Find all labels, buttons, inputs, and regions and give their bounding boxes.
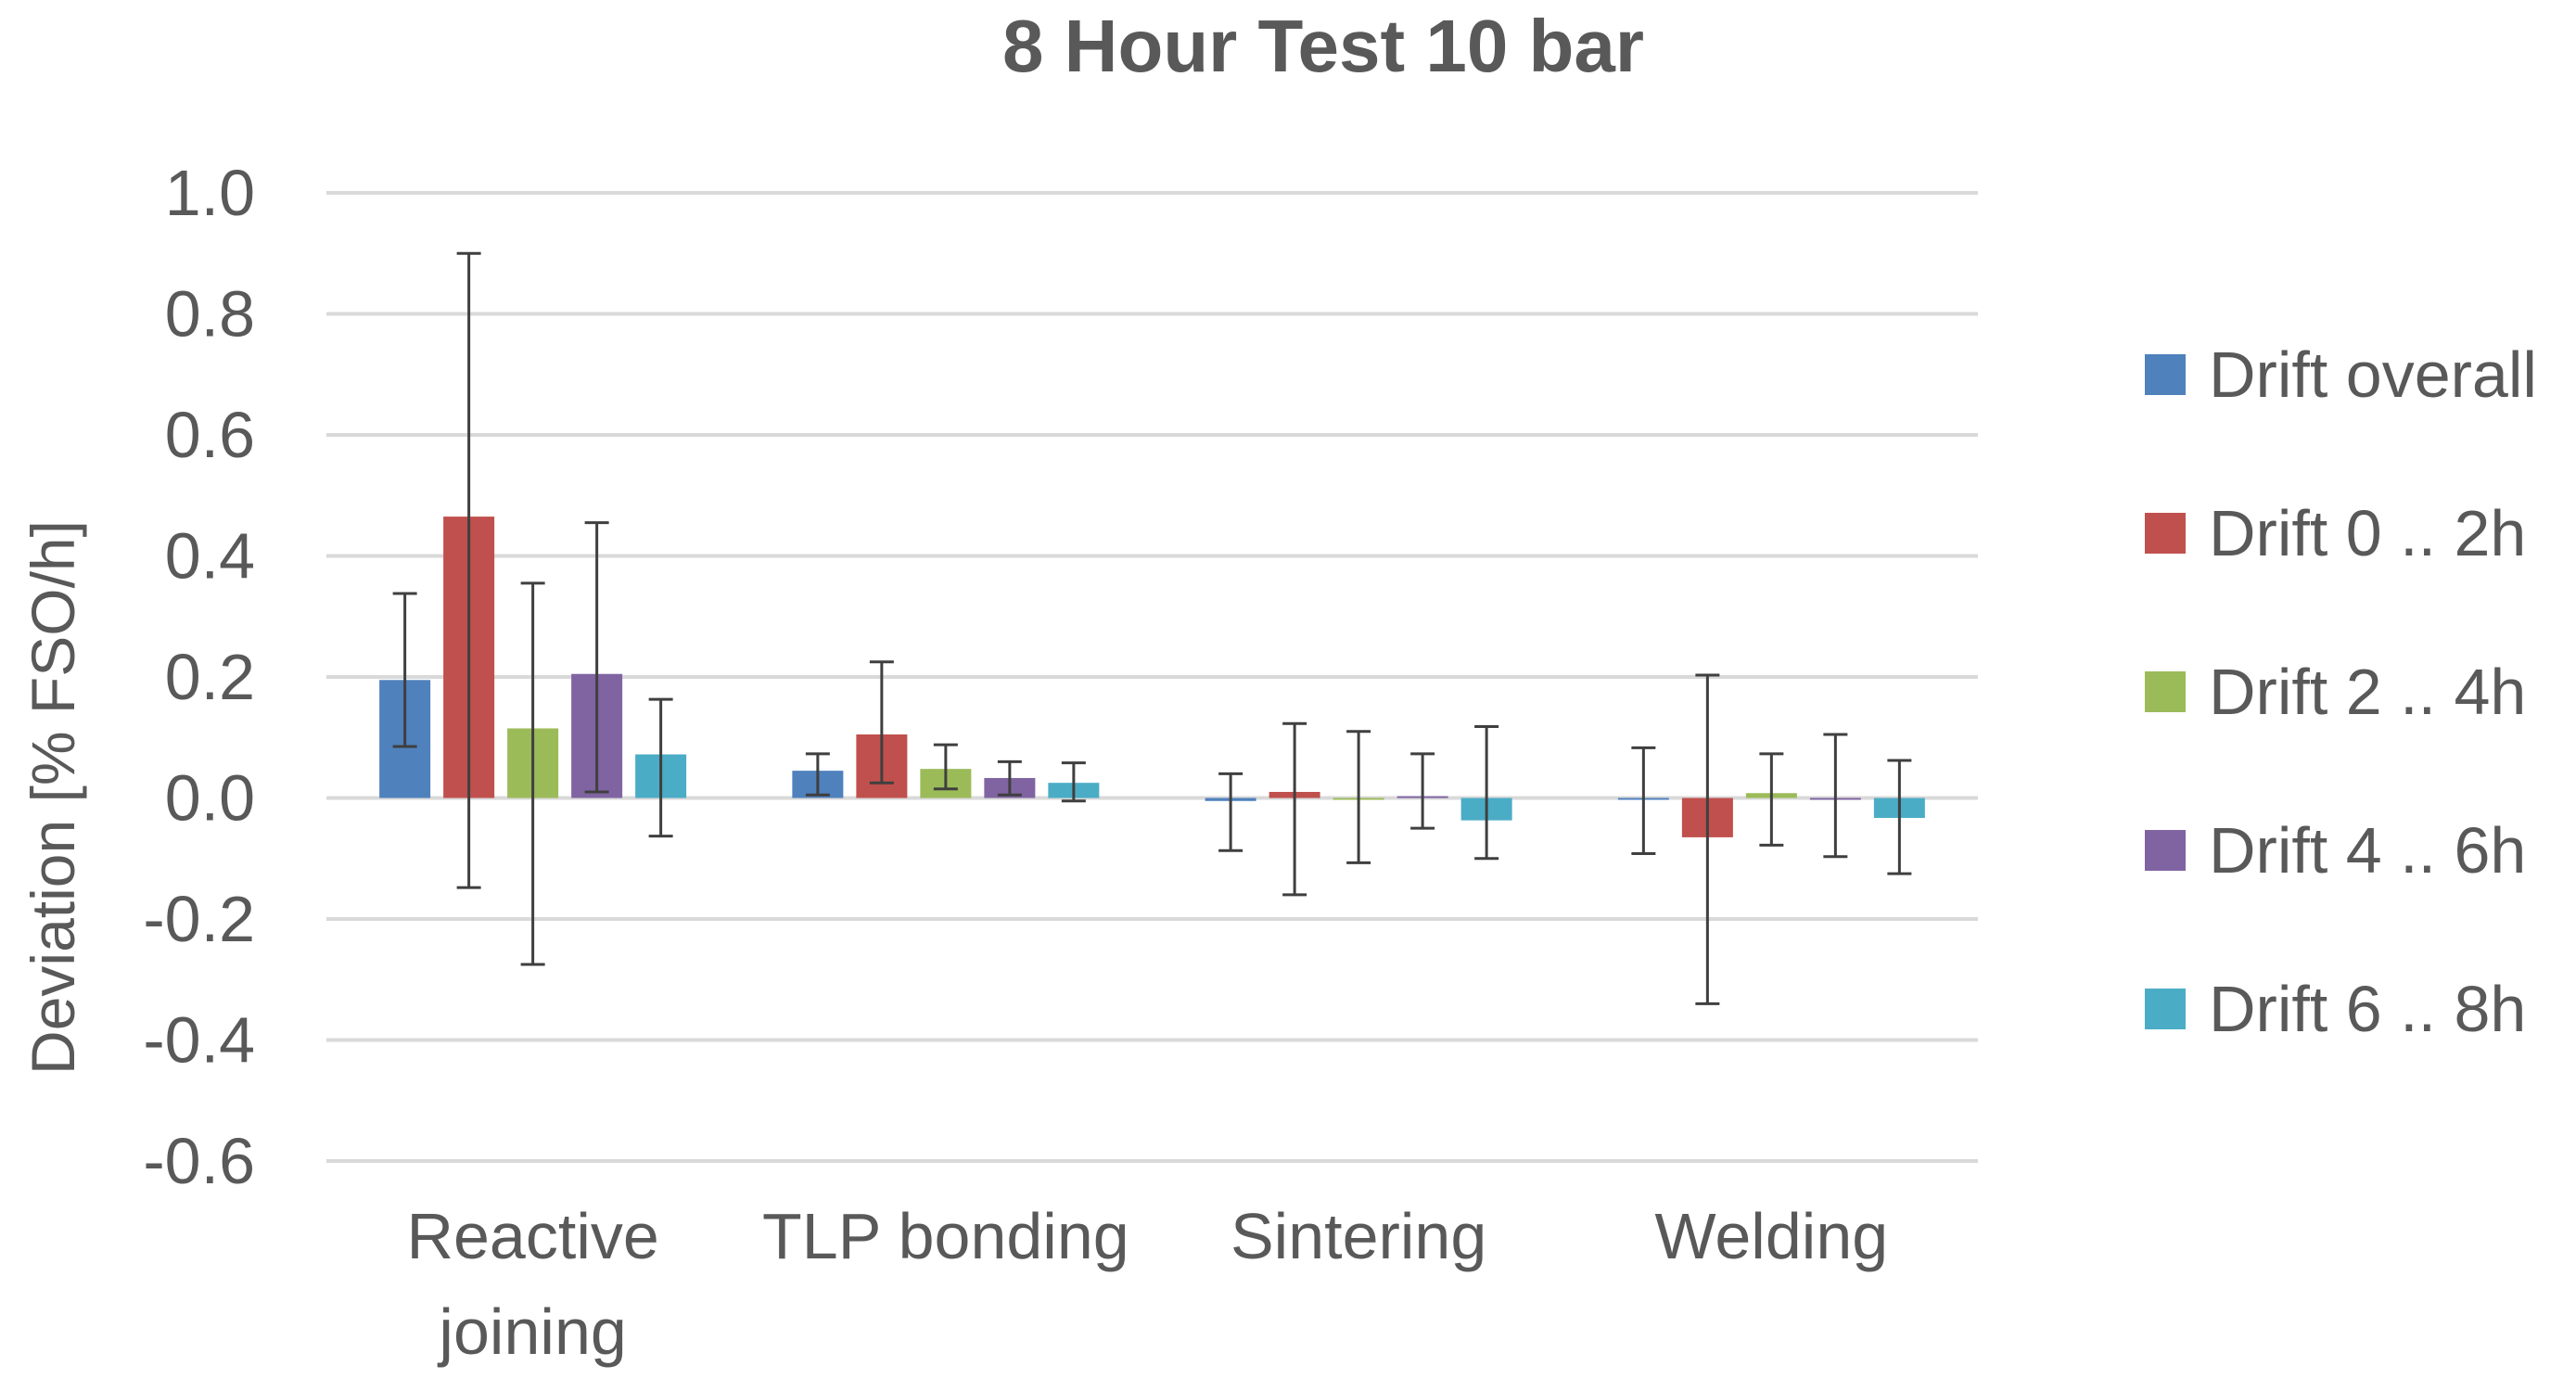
error-bar bbox=[1346, 730, 1371, 864]
y-tick-label: 0.6 bbox=[165, 399, 255, 471]
legend: Drift overall Drift 0 .. 2h Drift 2 .. 4h D… bbox=[2145, 338, 2537, 1045]
legend-item: Drift 0 .. 2h bbox=[2145, 497, 2526, 569]
legend-label: Drift 2 .. 4h bbox=[2209, 656, 2526, 728]
error-bar bbox=[456, 251, 481, 889]
legend-item: Drift 4 .. 6h bbox=[2145, 814, 2526, 887]
error-bar bbox=[1887, 759, 1912, 875]
legend-item: Drift overall bbox=[2145, 338, 2537, 411]
y-tick-labels: 1.0 0.8 0.6 0.4 0.2 0.0 -0.2 -0.4 -0.6 bbox=[143, 157, 255, 1197]
category-labels: Reactive joining TLP bonding Sintering Weldi… bbox=[406, 1200, 1888, 1368]
error-bar bbox=[584, 521, 609, 794]
error-bar bbox=[1061, 761, 1086, 803]
legend-swatch bbox=[2145, 830, 2186, 871]
error-bar bbox=[1759, 752, 1784, 847]
category-label: Welding bbox=[1655, 1200, 1889, 1272]
y-tick-label: -0.4 bbox=[143, 1004, 255, 1077]
legend-item: Drift 2 .. 4h bbox=[2145, 656, 2526, 728]
legend-swatch bbox=[2145, 989, 2186, 1029]
error-bar bbox=[869, 660, 894, 785]
error-bar bbox=[1695, 673, 1720, 1005]
error-bar bbox=[1474, 725, 1499, 861]
legend-label: Drift 0 .. 2h bbox=[2209, 497, 2526, 569]
legend-label: Drift 4 .. 6h bbox=[2209, 814, 2526, 887]
error-bar bbox=[1631, 746, 1656, 856]
error-bar bbox=[1823, 733, 1848, 859]
legend-swatch bbox=[2145, 354, 2186, 395]
y-tick-label: 0.4 bbox=[165, 520, 255, 593]
y-tick-label: -0.6 bbox=[143, 1125, 255, 1197]
y-tick-label: 1.0 bbox=[165, 157, 255, 229]
error-bar bbox=[392, 592, 417, 748]
legend-label: Drift 6 .. 8h bbox=[2209, 973, 2526, 1045]
category-label: Reactive bbox=[406, 1200, 658, 1272]
y-tick-label: 0.2 bbox=[165, 641, 255, 713]
error-bar bbox=[1282, 721, 1307, 897]
error-bar bbox=[1410, 752, 1435, 830]
category-label: TLP bonding bbox=[762, 1200, 1129, 1272]
category-label: Sintering bbox=[1231, 1200, 1486, 1272]
error-bar bbox=[805, 752, 830, 797]
error-bar bbox=[1218, 772, 1243, 852]
error-bar bbox=[520, 581, 545, 966]
y-tick-label: -0.2 bbox=[143, 883, 255, 955]
category-label: joining bbox=[437, 1295, 626, 1368]
chart-title: 8 Hour Test 10 bar bbox=[1002, 5, 1644, 87]
error-bar bbox=[933, 743, 958, 791]
legend-swatch bbox=[2145, 671, 2186, 712]
error-bars bbox=[392, 251, 1912, 1005]
y-axis-label: Deviation [% FSO/h] bbox=[19, 520, 87, 1075]
y-tick-label: 0.8 bbox=[165, 278, 255, 351]
legend-swatch bbox=[2145, 513, 2186, 554]
legend-item: Drift 6 .. 8h bbox=[2145, 973, 2526, 1045]
error-bar bbox=[648, 697, 673, 838]
legend-label: Drift overall bbox=[2209, 338, 2537, 411]
y-tick-label: 0.0 bbox=[165, 762, 255, 835]
error-bar bbox=[997, 759, 1022, 797]
